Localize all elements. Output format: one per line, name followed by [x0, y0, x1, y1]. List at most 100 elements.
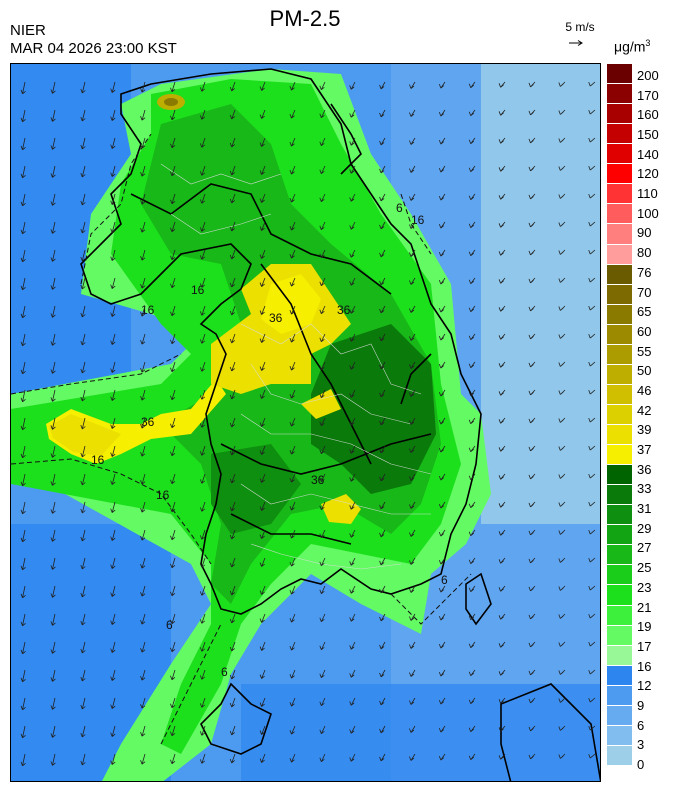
wind-vector-icon: [319, 501, 326, 511]
wind-vector-icon: [498, 305, 506, 312]
wind-vector-icon: [498, 753, 506, 760]
wind-vector-icon: [259, 417, 266, 427]
wind-vector-icon: [558, 137, 566, 143]
wind-vector-icon: [319, 697, 326, 707]
wind-vector-icon: [558, 361, 566, 367]
wind-vector-icon: [528, 389, 536, 396]
wind-vector-icon: [468, 529, 476, 537]
wind-vector-icon: [289, 277, 296, 287]
wind-vector-icon: [229, 445, 236, 456]
wind-vector-icon: [80, 333, 86, 346]
contour-label: 16: [141, 303, 155, 317]
wind-vector-icon: [468, 501, 476, 509]
wind-vector-icon: [438, 445, 446, 453]
legend-level-label: 36: [637, 461, 652, 477]
wind-vector-icon: [170, 389, 176, 401]
wind-vector-icon: [20, 501, 26, 515]
wind-vector-icon: [588, 725, 596, 731]
wind-vector-icon: [379, 249, 386, 258]
legend-level-label: 60: [637, 323, 652, 339]
wind-vector-icon: [289, 501, 296, 511]
wind-vector-icon: [409, 641, 416, 649]
wind-vector-icon: [498, 165, 506, 172]
wind-vector-icon: [409, 277, 416, 285]
wind-vector-icon: [468, 221, 476, 229]
wind-vector-icon: [349, 697, 356, 706]
wind-vector-icon: [229, 725, 236, 736]
wind-vector-icon: [140, 529, 146, 541]
legend-level-label: 65: [637, 304, 652, 320]
wind-vector-icon: [50, 333, 56, 346]
wind-vector-icon: [498, 81, 506, 88]
wind-vector-icon: [289, 641, 296, 651]
legend-level-label: 17: [637, 638, 652, 654]
wind-vector-icon: [379, 193, 386, 202]
wind-vector-icon: [170, 697, 176, 709]
wind-vector-icon: [20, 193, 26, 207]
wind-vector-icon: [379, 641, 386, 650]
wind-vector-icon: [140, 193, 146, 205]
wind-vector-icon: [349, 417, 356, 426]
wind-vector-icon: [259, 613, 266, 623]
wind-vector-icon: [409, 473, 416, 481]
wind-vector-icon: [438, 165, 446, 173]
wind-vector-icon: [80, 445, 86, 458]
wind-vector-icon: [170, 221, 176, 233]
agency-label: NIER: [10, 22, 46, 39]
wind-vector-icon: [319, 277, 326, 287]
wind-vector-icon: [199, 697, 206, 708]
wind-vector-icon: [289, 305, 296, 315]
wind-vector-icon: [259, 725, 266, 735]
wind-vector-icon: [80, 529, 86, 542]
wind-vector-icon: [50, 529, 56, 542]
legend-level-label: 3: [637, 737, 645, 753]
wind-vector-icon: [409, 557, 416, 565]
wind-vector-icon: [110, 725, 116, 737]
wind-vector-icon: [319, 305, 326, 315]
legend-level-label: 9: [637, 697, 645, 713]
wind-vector-icon: [409, 613, 416, 621]
wind-vector-icon: [50, 81, 56, 94]
wind-vector-icon: [409, 389, 416, 397]
wind-vector-icon: [379, 81, 386, 90]
wind-vector-icon: [468, 753, 476, 761]
wind-vector-icon: [319, 669, 326, 679]
wind-vector-icon: [588, 277, 596, 283]
legend-level-label: 0: [637, 757, 645, 772]
wind-vector-icon: [259, 361, 266, 371]
wind-vector-icon: [319, 81, 326, 91]
wind-vector-icon: [319, 445, 326, 455]
wind-vector-icon: [170, 333, 176, 345]
wind-vector-icon: [140, 641, 146, 653]
wind-vector-icon: [438, 669, 446, 677]
wind-vector-icon: [438, 361, 446, 369]
wind-vector-icon: [20, 249, 26, 263]
wind-vector-icon: [588, 669, 596, 675]
wind-vector-icon: [50, 753, 56, 766]
legend-level-label: 200: [637, 68, 659, 83]
wind-vector-icon: [349, 445, 356, 454]
unit-label: μg/m3: [614, 38, 651, 55]
wind-vector-icon: [20, 697, 26, 711]
wind-vector-icon: [50, 641, 56, 654]
wind-vector-icon: [289, 389, 296, 399]
wind-vector-icon: [140, 725, 146, 737]
wind-vector-icon: [289, 417, 296, 427]
wind-vector-icon: [468, 137, 476, 145]
wind-vector-icon: [528, 445, 536, 452]
legend-level-label: 21: [637, 599, 652, 615]
wind-vector-icon: [588, 641, 596, 647]
wind-vector-icon: [199, 501, 206, 512]
wind-vector-icon: [199, 529, 206, 540]
legend-level-label: 110: [637, 186, 658, 202]
wind-vector-icon: [558, 305, 566, 311]
legend-level-label: 31: [637, 501, 652, 517]
wind-vector-icon: [110, 501, 116, 513]
wind-vector-icon: [528, 277, 536, 284]
wind-vector-icon: [50, 669, 56, 682]
wind-vector-icon: [409, 361, 416, 369]
wind-vector-icon: [140, 109, 146, 121]
legend-swatch: [607, 564, 632, 585]
wind-vector-icon: [379, 697, 386, 706]
wind-vector-icon: [379, 613, 386, 622]
